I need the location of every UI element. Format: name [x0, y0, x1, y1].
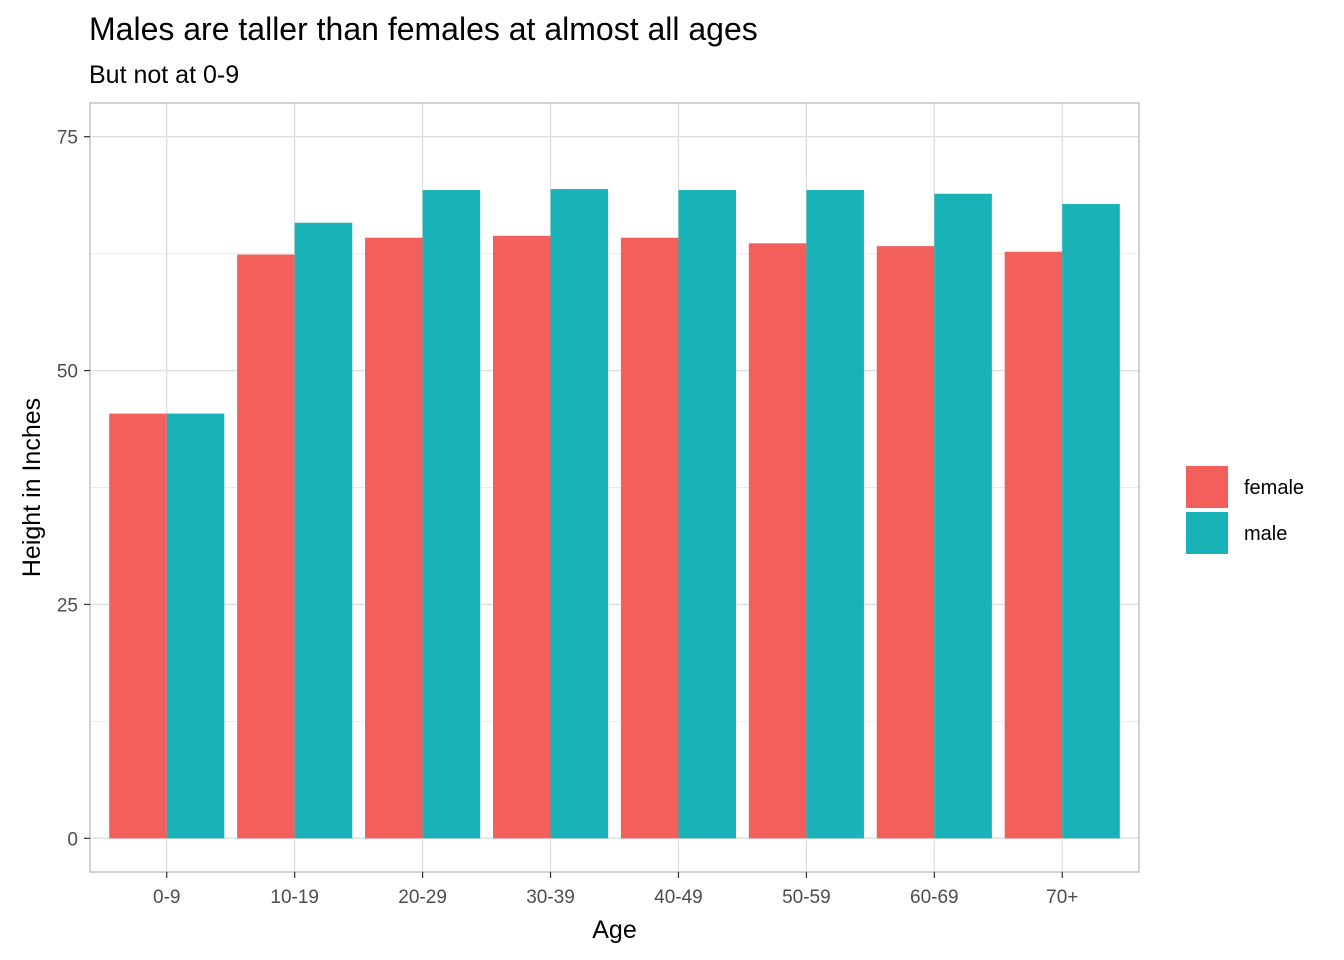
- y-axis-title: Height in Inches: [18, 398, 46, 577]
- legend-key-female: [1186, 466, 1228, 508]
- bar-male-60-69: [934, 193, 992, 839]
- x-tick-label: 50-59: [782, 887, 831, 908]
- y-tick-label: 25: [57, 595, 78, 616]
- y-tick-label: 0: [67, 829, 78, 850]
- bar-male-0-9: [166, 413, 225, 839]
- bar-female-20-29: [365, 237, 423, 839]
- bar-male-50-59: [806, 190, 864, 839]
- bar-female-70+: [1004, 251, 1063, 839]
- chart-subtitle: But not at 0-9: [89, 61, 239, 89]
- y-tick-label: 50: [57, 362, 78, 383]
- bar-male-40-49: [678, 190, 737, 839]
- bar-male-10-19: [294, 222, 353, 839]
- legend-label-female: female: [1244, 477, 1304, 499]
- x-tick-label: 70+: [1046, 887, 1078, 908]
- x-tick-label: 0-9: [153, 887, 180, 908]
- chart-title: Males are taller than females at almost …: [89, 11, 758, 47]
- bar-female-60-69: [876, 246, 935, 839]
- x-axis-title: Age: [592, 916, 636, 944]
- bar-female-30-39: [492, 235, 551, 839]
- x-tick-label: 60-69: [910, 887, 959, 908]
- bar-male-70+: [1062, 204, 1120, 839]
- x-tick-label: 10-19: [270, 887, 319, 908]
- x-tick-label: 20-29: [398, 887, 447, 908]
- bar-male-30-39: [550, 189, 609, 839]
- plot-panel-border: [89, 102, 1140, 873]
- bars: [109, 189, 1120, 839]
- axes: 0 25 50 75 0-9 10-19 20-29 30-39 40-49 50-59 60-69…: [57, 128, 1079, 908]
- x-tick-label: 40-49: [654, 887, 703, 908]
- y-tick-label: 75: [57, 128, 78, 149]
- legend-key-male: [1186, 512, 1228, 554]
- bar-female-10-19: [237, 254, 295, 839]
- legend: female male: [1186, 466, 1304, 554]
- legend-label-male: male: [1244, 523, 1287, 545]
- bar-female-0-9: [109, 413, 167, 839]
- bar-female-40-49: [620, 237, 679, 839]
- x-tick-label: 30-39: [526, 887, 575, 908]
- bar-male-20-29: [422, 190, 481, 839]
- bar-female-50-59: [748, 243, 807, 839]
